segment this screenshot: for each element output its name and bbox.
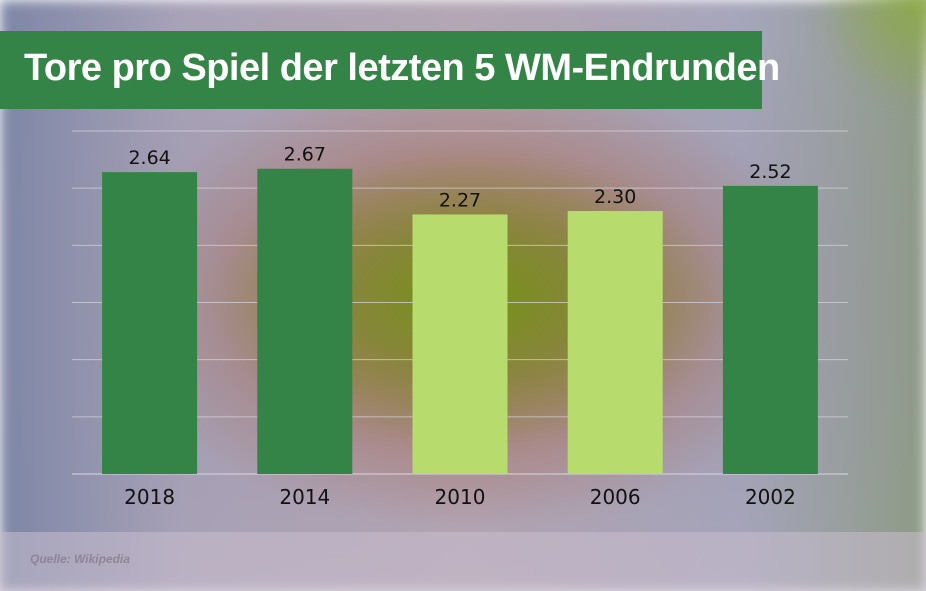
title-banner: [0, 31, 762, 109]
chart-title: Tore pro Spiel der letzten 5 WM-Endrunde…: [24, 47, 780, 89]
bar-2014: [257, 168, 353, 475]
bars: [102, 168, 818, 475]
x-tick-labels: 2018 2014 2010 2006 2002: [124, 485, 796, 509]
x-tick-2010: 2010: [435, 485, 486, 509]
source-note: Quelle: Wikipedia: [30, 552, 130, 566]
x-tick-2014: 2014: [279, 485, 330, 509]
footer-bar: [0, 532, 926, 591]
background-highlight: [806, 0, 926, 100]
bar-2018: [102, 172, 198, 474]
data-label-2002: 2.52: [749, 161, 791, 183]
bar-2006: [567, 211, 663, 475]
bar-2002: [722, 185, 818, 474]
data-label-2006: 2.30: [594, 186, 636, 208]
data-label-2018: 2.64: [128, 147, 170, 169]
data-label-2010: 2.27: [439, 189, 481, 211]
data-label-2014: 2.67: [284, 144, 326, 166]
x-tick-2018: 2018: [124, 485, 175, 509]
x-tick-2006: 2006: [590, 485, 641, 509]
x-tick-2002: 2002: [745, 485, 796, 509]
data-labels: 2.64 2.67 2.27 2.30 2.52: [128, 144, 791, 212]
bar-2010: [412, 214, 508, 475]
